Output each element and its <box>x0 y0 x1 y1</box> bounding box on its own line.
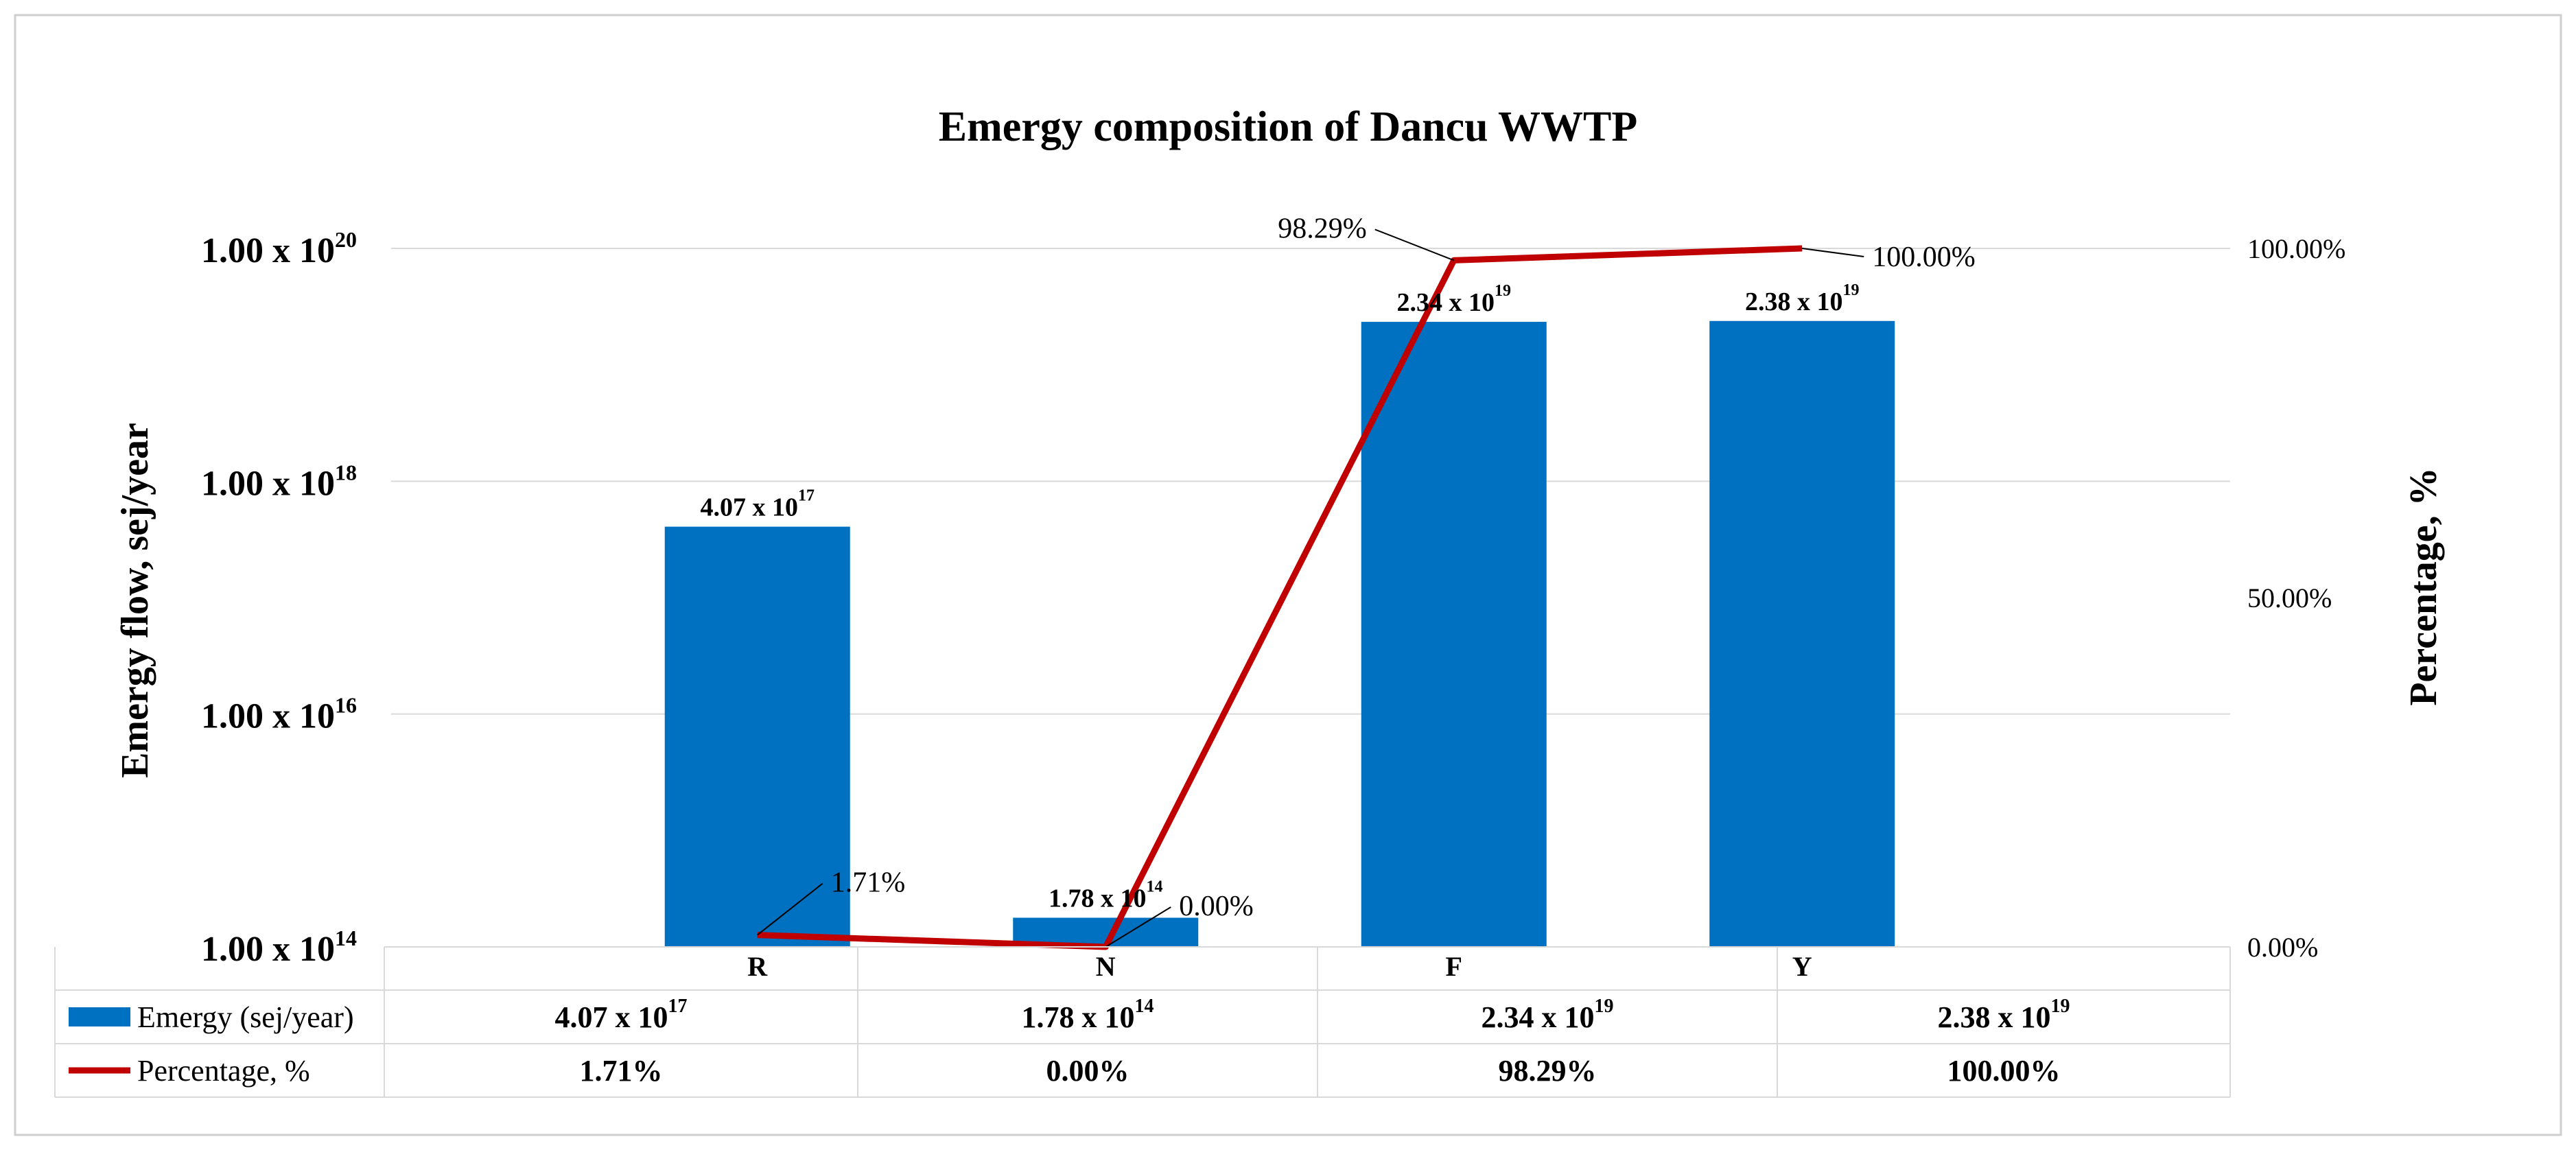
y-tick: 1.00 x 1014 <box>201 926 357 969</box>
data-table: Emergy (sej/year) 4.07 x 1017 1.78 x 1014 2… <box>54 946 2231 1098</box>
y2-tick: 100.00% <box>2247 233 2345 264</box>
percentage-label-F: 98.29% <box>1278 213 1367 244</box>
table-cell-emergy-exponent: 19 <box>1595 996 1614 1017</box>
y2-axis-label: Percentage, % <box>2402 467 2445 705</box>
bar-label-Y-exponent: 19 <box>1843 281 1860 299</box>
y-tick-exponent: 20 <box>335 227 357 252</box>
bar-label-N-mantissa: 1.78 x 10 <box>1049 884 1147 913</box>
y2-tick: 50.00% <box>2247 583 2332 613</box>
y-tick: 1.00 x 1016 <box>201 693 357 736</box>
bar-label-F-mantissa: 2.34 x 10 <box>1397 288 1495 317</box>
y-axis-label: Emergy flow, sej/year <box>114 423 156 778</box>
percentage-leader <box>757 882 823 936</box>
bar-Y <box>1709 320 1895 947</box>
table-cell-emergy: 1.78 x 1014 <box>1022 996 1154 1034</box>
table-cell-emergy: 2.38 x 1019 <box>1938 996 2070 1034</box>
y2-axis-ticks: 0.00% 50.00% 100.00% <box>2247 233 2345 963</box>
y-tick-mantissa: 1.00 x 10 <box>201 464 335 503</box>
bar-label-F-exponent: 19 <box>1495 282 1511 300</box>
table-cell-percentage: 0.00% <box>1046 1054 1129 1088</box>
table-cell-emergy-mantissa: 2.38 x 10 <box>1938 1000 2051 1034</box>
y2-tick: 0.00% <box>2247 932 2318 963</box>
bar-label-N: 1.78 x 1014 <box>1049 878 1163 913</box>
table-cell-emergy-mantissa: 1.78 x 10 <box>1022 1000 1135 1034</box>
table-cell-emergy-mantissa: 4.07 x 10 <box>555 1000 668 1034</box>
table-cell-emergy: 2.34 x 1019 <box>1482 996 1614 1034</box>
bars <box>664 320 1895 947</box>
table-cell-emergy: 4.07 x 1017 <box>555 996 688 1034</box>
y-tick: 1.00 x 1020 <box>201 227 357 270</box>
y-tick-exponent: 16 <box>335 693 357 718</box>
percentage-leader <box>1802 248 1864 257</box>
legend-swatch-emergy <box>69 1007 130 1026</box>
bar-label-R: 4.07 x 1017 <box>701 487 815 522</box>
percentage-leader <box>1105 906 1171 948</box>
y-tick-mantissa: 1.00 x 10 <box>201 930 335 969</box>
table-cell-emergy-exponent: 19 <box>2051 996 2070 1017</box>
percentage-label-N: 0.00% <box>1179 891 1254 922</box>
y-tick: 1.00 x 1018 <box>201 460 357 503</box>
legend-label-emergy: Emergy (sej/year) <box>137 1000 354 1034</box>
y-tick-exponent: 18 <box>335 460 357 484</box>
percentage-leader <box>1374 228 1455 261</box>
bar-label-N-exponent: 14 <box>1147 878 1163 896</box>
percentage-label-Y: 100.00% <box>1872 242 1976 273</box>
table-cell-emergy-mantissa: 2.34 x 10 <box>1482 1000 1595 1034</box>
legend-label-percentage: Percentage, % <box>137 1054 310 1088</box>
y-tick-exponent: 14 <box>335 926 357 950</box>
bar-label-R-mantissa: 4.07 x 10 <box>701 493 799 522</box>
bar-label-Y: 2.38 x 1019 <box>1745 281 1860 316</box>
table-cell-percentage: 100.00% <box>1947 1054 2061 1088</box>
bar-label-F: 2.34 x 1019 <box>1397 282 1512 317</box>
chart-title: Emergy composition of Dancu WWTP <box>939 104 1637 150</box>
bar-R <box>664 526 850 947</box>
table-cell-emergy-exponent: 17 <box>668 996 688 1017</box>
table-cell-emergy-exponent: 14 <box>1135 996 1154 1017</box>
chart-border <box>14 14 2562 1136</box>
bar-label-R-exponent: 17 <box>798 487 815 505</box>
y-tick-mantissa: 1.00 x 10 <box>201 231 335 270</box>
table-cell-percentage: 98.29% <box>1499 1054 1597 1088</box>
percentage-labels: 1.71% 0.00% 98.29% 100.00% <box>757 213 1976 948</box>
bar-F <box>1361 322 1547 947</box>
category-label: F <box>1446 951 1462 982</box>
category-label: R <box>747 951 768 982</box>
category-label: N <box>1096 951 1116 982</box>
y-tick-mantissa: 1.00 x 10 <box>201 697 335 736</box>
category-label: Y <box>1792 951 1812 982</box>
percentage-line <box>757 245 1803 950</box>
table-cell-percentage: 1.71% <box>580 1054 663 1088</box>
percentage-label-R: 1.71% <box>831 867 906 899</box>
bar-label-Y-mantissa: 2.38 x 10 <box>1745 288 1843 316</box>
